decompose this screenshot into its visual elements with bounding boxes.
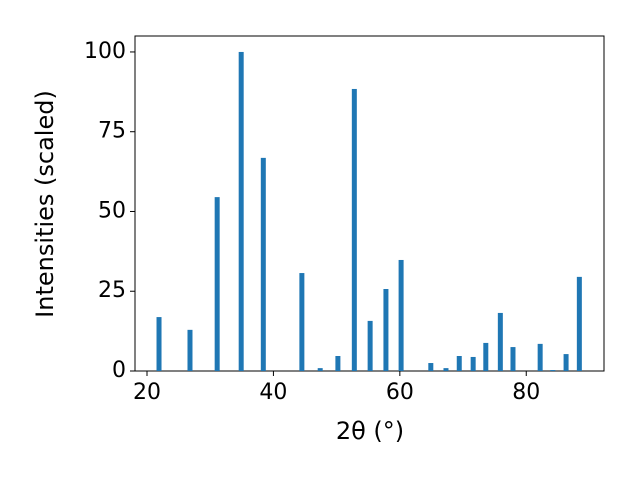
x-tick-label: 40 — [259, 380, 287, 405]
bar — [470, 356, 476, 371]
bar — [550, 370, 556, 371]
y-tick-label: 75 — [98, 119, 126, 144]
bar — [299, 273, 305, 371]
bar — [576, 276, 582, 371]
x-tick-label: 20 — [133, 380, 161, 405]
bar — [456, 356, 462, 371]
bar — [317, 368, 323, 371]
bar — [398, 259, 404, 371]
bar — [443, 368, 449, 371]
x-tick-label: 60 — [386, 380, 414, 405]
bar — [563, 354, 569, 371]
x-axis-label: 2θ (°) — [336, 417, 404, 445]
bar — [510, 347, 516, 371]
bar — [214, 197, 220, 371]
plot-frame — [134, 35, 605, 372]
bar — [483, 342, 489, 371]
y-tick-label: 100 — [84, 39, 126, 64]
bar — [351, 88, 357, 371]
y-tick-label: 0 — [112, 358, 126, 383]
bar — [335, 356, 341, 371]
y-tick-label: 25 — [98, 278, 126, 303]
bar — [187, 329, 193, 371]
bar — [497, 312, 503, 371]
bar — [156, 317, 162, 371]
y-tick-label: 50 — [98, 198, 126, 223]
bar — [367, 320, 373, 371]
bar — [537, 343, 543, 371]
y-axis-label: Intensities (scaled) — [31, 90, 59, 318]
bar — [238, 51, 244, 371]
bar — [428, 363, 434, 371]
bar — [260, 157, 266, 371]
bar — [383, 289, 389, 371]
x-tick-label: 80 — [512, 380, 540, 405]
